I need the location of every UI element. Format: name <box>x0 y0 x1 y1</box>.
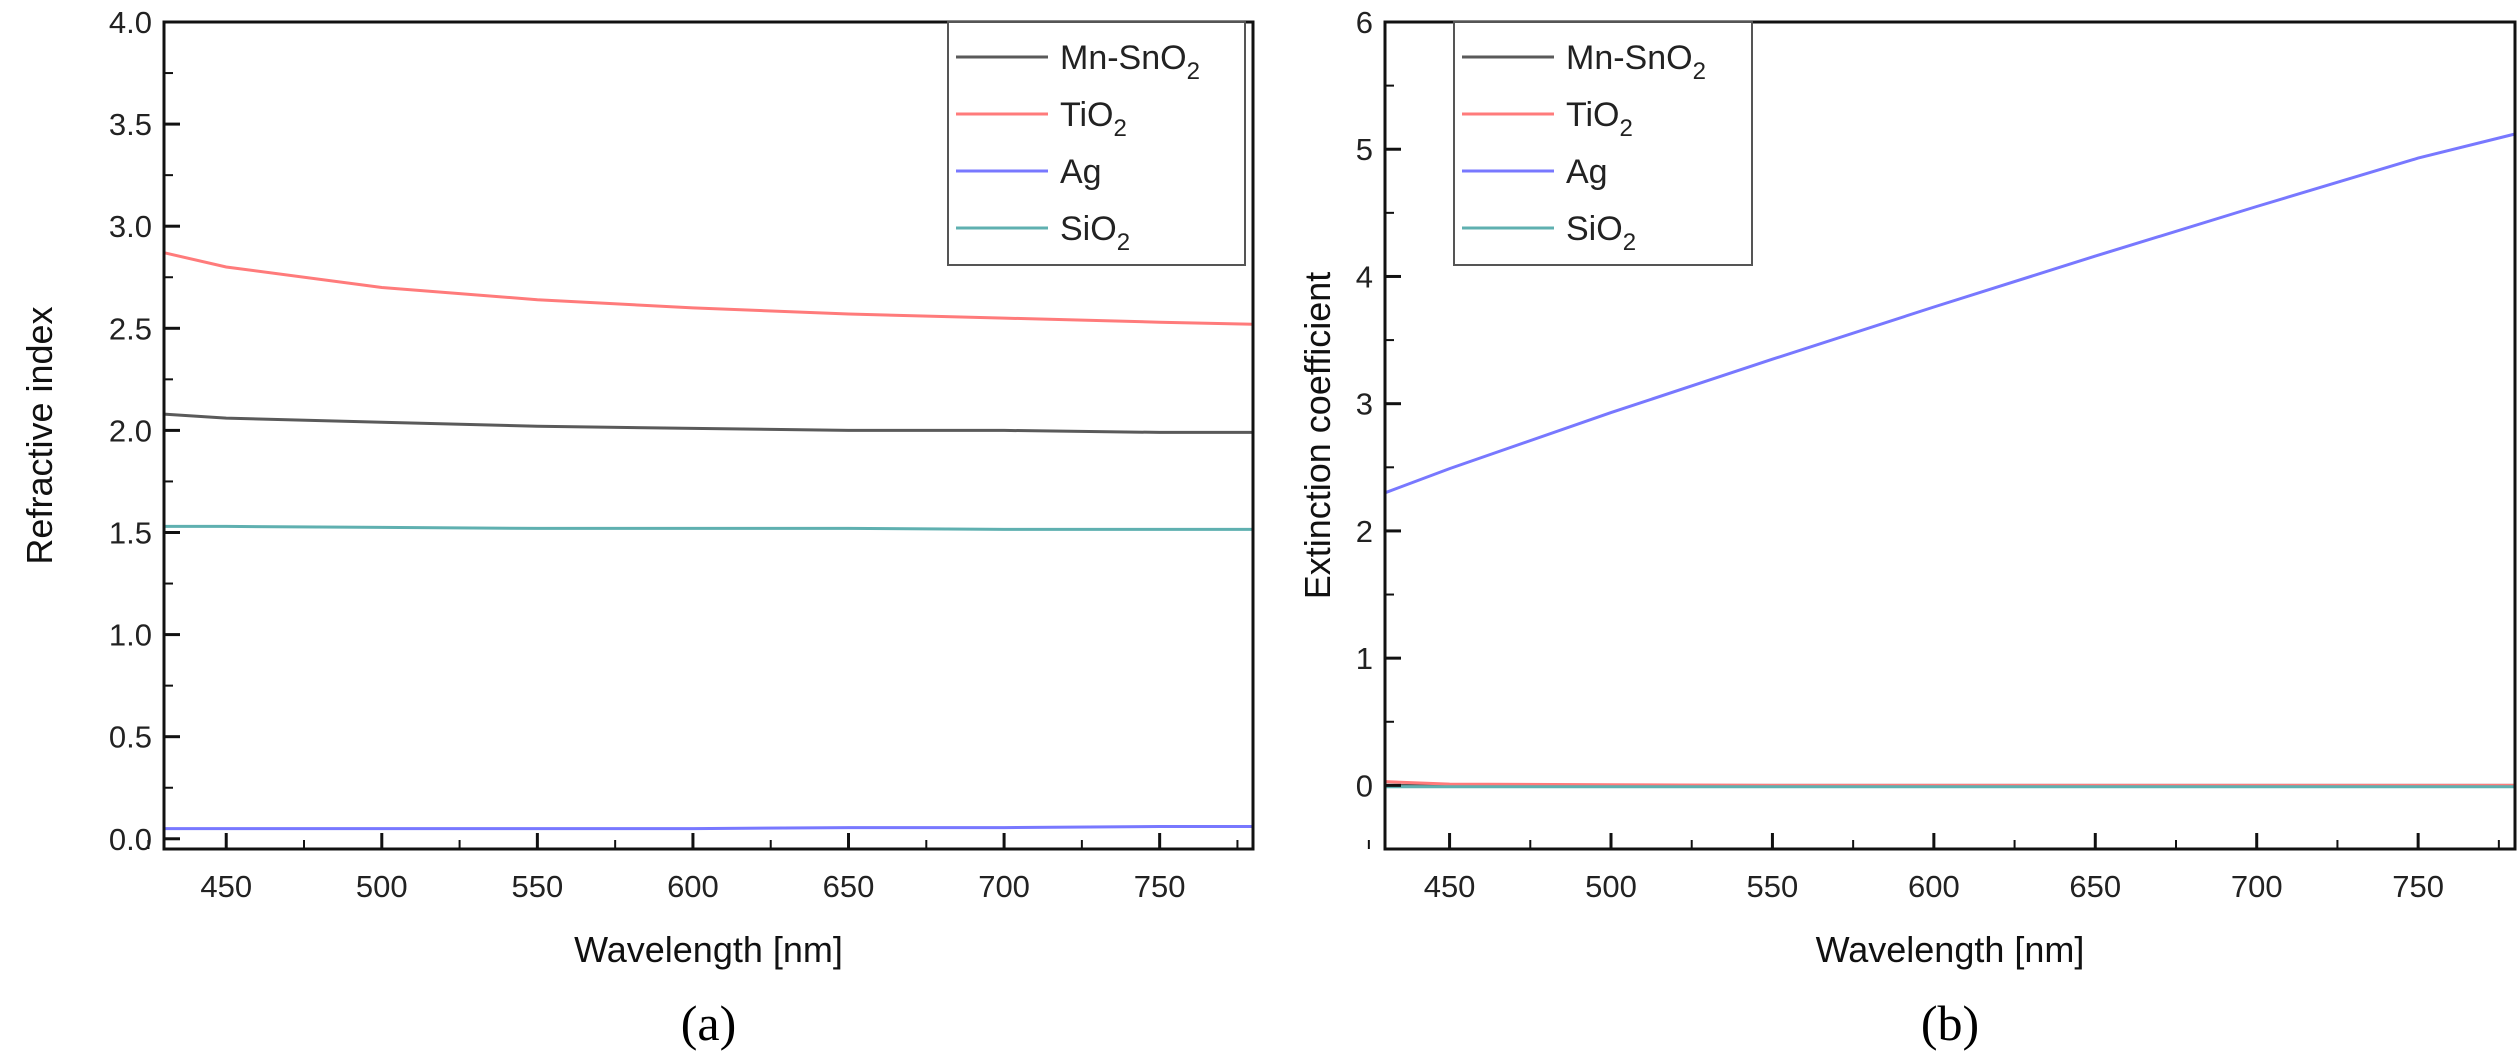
y-tick-label: 3.0 <box>109 209 152 244</box>
legend-label-subscript: 2 <box>1693 58 1706 85</box>
legend-label-text: SiO <box>1566 210 1623 248</box>
y-tick-label: 0.5 <box>109 720 152 755</box>
x-axis-label: Wavelength [nm] <box>1816 929 2085 970</box>
series-line-sio2 <box>164 524 1253 531</box>
y-axis-label: Extinction coefficient <box>1297 272 1338 600</box>
legend-label-subscript: 2 <box>1623 229 1636 256</box>
x-tick-label: 550 <box>1747 869 1799 904</box>
y-tick-label: 1.0 <box>109 618 152 653</box>
legend-label: Ag <box>1566 153 1608 191</box>
x-tick-label: 750 <box>1134 869 1186 904</box>
x-tick-label: 600 <box>1908 869 1960 904</box>
y-tick-label: 0.0 <box>109 822 152 857</box>
legend-label-subscript: 2 <box>1114 115 1127 142</box>
x-tick-label: 750 <box>2392 869 2444 904</box>
y-axis-label: Refractive index <box>19 306 60 564</box>
x-tick-label: 600 <box>667 869 719 904</box>
legend-box <box>1453 21 1753 266</box>
y-tick-label: 6 <box>1356 5 1373 40</box>
series-line-tio2 <box>1384 780 2515 787</box>
series-line-ag <box>164 825 1253 831</box>
legend-box <box>947 21 1246 266</box>
x-tick-label: 450 <box>1424 869 1476 904</box>
x-tick-label: 550 <box>512 869 564 904</box>
panel-caption: (b) <box>1921 995 1979 1051</box>
y-tick-label: 1.5 <box>109 515 152 550</box>
x-tick-label: 500 <box>1585 869 1637 904</box>
legend-label: Ag <box>1060 153 1102 191</box>
legend-label-text: Ag <box>1060 153 1102 191</box>
y-tick-label: 2.5 <box>109 311 152 346</box>
chart-panel-b: 450 500 550 600 650 700 750 0 1 2 3 4 5 6 Wavelength [… <box>1297 5 2517 1051</box>
legend-label-text: Ag <box>1566 153 1608 191</box>
legend-label-text: TiO <box>1566 96 1620 134</box>
legend-label: SiO2 <box>1566 210 1636 256</box>
plot-frame <box>162 20 1255 851</box>
legend-label: Mn-SnO2 <box>1060 39 1200 85</box>
legend-label-subscript: 2 <box>1187 58 1200 85</box>
legend-label-subscript: 2 <box>1117 229 1130 256</box>
legend-label-text: Mn-SnO <box>1060 39 1187 77</box>
y-tick-label: 4.0 <box>109 5 152 40</box>
series-line-mnsno2 <box>163 412 1253 434</box>
legend-label: SiO2 <box>1060 210 1130 256</box>
plot-frame <box>1383 20 2517 851</box>
series-line-ag <box>1384 132 2516 495</box>
x-tick-label: 650 <box>2069 869 2121 904</box>
y-tick-label: 2 <box>1356 514 1373 549</box>
x-tick-label: 700 <box>2231 869 2283 904</box>
legend-label-text: SiO <box>1060 210 1117 248</box>
panel-caption: (a) <box>681 995 737 1051</box>
y-tick-label: 3.5 <box>109 107 152 142</box>
chart-panel-a: 450 500 550 600 650 700 750 0.0 0.5 1.0 1.5 2.0 2.5 3… <box>19 5 1255 1051</box>
y-tick-label: 0 <box>1356 768 1373 803</box>
y-tick-label: 1 <box>1356 641 1373 676</box>
x-axis-label: Wavelength [nm] <box>574 929 843 970</box>
legend-label-text: TiO <box>1060 96 1114 134</box>
legend-label-subscript: 2 <box>1620 115 1633 142</box>
legend-label-text: Mn-SnO <box>1566 39 1693 77</box>
legend-label: TiO2 <box>1060 96 1127 142</box>
x-tick-label: 700 <box>978 869 1030 904</box>
series-line-tio2 <box>163 251 1254 326</box>
legend-label: Mn-SnO2 <box>1566 39 1706 85</box>
y-tick-label: 2.0 <box>109 413 152 448</box>
y-tick-label: 3 <box>1356 387 1373 422</box>
x-tick-label: 500 <box>356 869 408 904</box>
y-tick-label: 5 <box>1356 132 1373 167</box>
y-tick-label: 4 <box>1356 259 1373 294</box>
legend-label: TiO2 <box>1566 96 1633 142</box>
x-tick-label: 450 <box>200 869 252 904</box>
x-tick-label: 650 <box>823 869 875 904</box>
